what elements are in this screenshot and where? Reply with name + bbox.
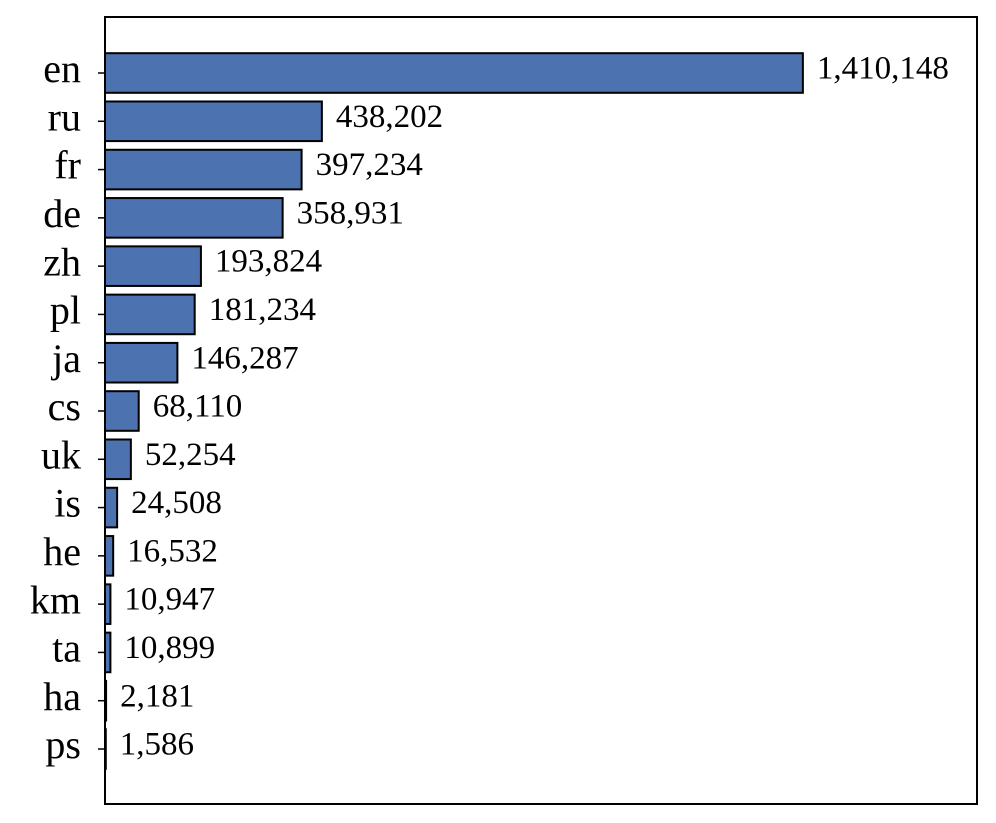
y-tick-label: ja: [50, 336, 81, 381]
value-label: 68,110: [153, 389, 243, 425]
bar: [104, 341, 179, 384]
y-tick-label: uk: [41, 432, 81, 477]
y-tick-label: ps: [45, 722, 81, 767]
y-tick-label: en: [43, 46, 81, 91]
value-label: 52,254: [145, 437, 236, 473]
bar: [104, 728, 107, 770]
value-label: 193,824: [215, 244, 322, 280]
bar: [104, 390, 140, 432]
value-label: 181,234: [209, 292, 316, 328]
bar: [104, 583, 112, 625]
y-tick-label: ha: [43, 674, 81, 719]
bar: [104, 197, 284, 239]
bar: [104, 100, 323, 143]
bar: [104, 52, 804, 94]
y-tick-label: pl: [50, 288, 81, 333]
value-label: 146,287: [191, 340, 298, 376]
value-label: 438,202: [336, 99, 443, 135]
value-label: 1,410,148: [817, 51, 949, 87]
y-tick-label: ru: [48, 94, 81, 139]
y-tick-label: km: [30, 577, 81, 622]
value-label: 358,931: [297, 195, 404, 231]
y-tick-label: ta: [52, 626, 81, 671]
y-tick-label: zh: [43, 239, 81, 284]
value-label: 10,899: [124, 630, 215, 666]
y-tick-label: de: [43, 191, 81, 236]
y-tick-label: cs: [48, 384, 81, 429]
bar: [104, 631, 112, 674]
bar: [104, 438, 132, 481]
bar: [104, 486, 119, 529]
value-label: 2,181: [120, 678, 194, 714]
value-label: 10,947: [124, 582, 215, 618]
bar: [104, 679, 108, 722]
value-label: 16,532: [127, 533, 218, 569]
bar: [104, 148, 303, 191]
y-tick-label: is: [54, 481, 81, 526]
y-tick-label: he: [43, 529, 81, 574]
bar: [104, 293, 196, 336]
y-tick-label: fr: [54, 143, 81, 188]
value-label: 1,586: [120, 727, 194, 763]
bar: [104, 245, 202, 287]
bar: [104, 535, 115, 577]
value-label: 397,234: [316, 147, 423, 183]
value-label: 24,508: [131, 485, 222, 521]
